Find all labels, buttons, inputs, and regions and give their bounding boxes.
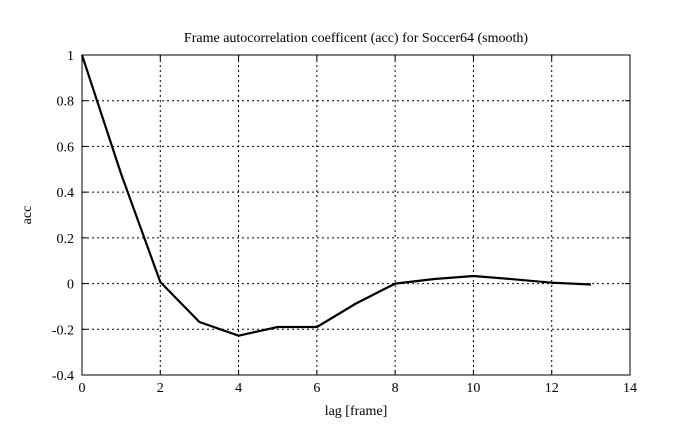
series-line-acc: [80, 54, 591, 337]
series: [80, 54, 591, 337]
x-tick-label: 6: [313, 381, 320, 396]
grid: [82, 55, 630, 375]
x-tick-label: 10: [466, 381, 480, 396]
y-tick-label: 0.2: [57, 232, 75, 247]
y-tick-label: 1: [67, 49, 74, 64]
y-tick-label: 0.6: [57, 140, 75, 155]
y-tick-label: 0: [67, 278, 74, 293]
x-tick-label: 14: [623, 381, 637, 396]
x-tick-label: 2: [157, 381, 164, 396]
y-tick-label: -0.4: [52, 369, 74, 384]
x-tick-label: 8: [392, 381, 399, 396]
y-tick-label: 0.8: [57, 95, 75, 110]
y-tick-label: 0.4: [57, 186, 75, 201]
y-axis-label: acc: [20, 206, 35, 225]
ticks: 0 2 4 6 8 10 12 14 -0.4 -0.2 0 0.2 0.4 0.6 0.8 1: [52, 49, 637, 396]
x-tick-label: 12: [545, 381, 559, 396]
y-tick-label: -0.2: [52, 323, 74, 338]
x-tick-label: 4: [235, 381, 242, 396]
x-tick-label: 0: [79, 381, 86, 396]
x-axis-label: lag [frame]: [325, 404, 388, 419]
chart-title: Frame autocorrelation coefficent (acc) f…: [184, 31, 528, 46]
plot-frame: [81, 54, 631, 376]
